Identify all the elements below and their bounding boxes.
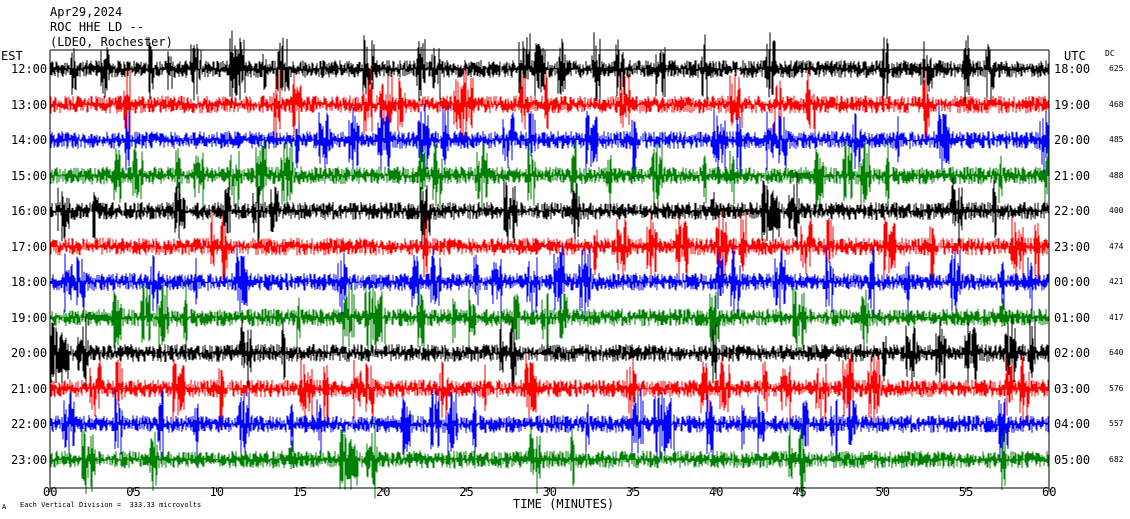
trace-row-2100 [49, 351, 1050, 428]
utc-label: 05:00 [1054, 452, 1091, 467]
x-tick-label: 35 [625, 485, 641, 499]
dc-value: 417 [1109, 312, 1124, 322]
chart-location: (LDEO, Rochester) [50, 35, 173, 49]
x-tick-label: 30 [542, 485, 557, 499]
x-tick-label: 40 [709, 485, 724, 499]
trace-row-1900 [49, 281, 1050, 356]
est-label: 17:00 [11, 239, 48, 254]
x-tick-label: 20 [376, 485, 391, 499]
chart-station: ROC HHE LD -- [50, 20, 144, 34]
trace-row-2000 [49, 314, 1050, 392]
trace-row-1700 [49, 210, 1050, 286]
est-label: 16:00 [11, 204, 48, 218]
dc-value: 576 [1109, 383, 1124, 393]
dc-value: 474 [1109, 241, 1124, 251]
est-label: 22:00 [11, 417, 48, 431]
utc-label: 18:00 [1054, 62, 1091, 76]
dc-value: 421 [1109, 277, 1124, 286]
trace-row-1800 [49, 245, 1050, 321]
utc-label: 23:00 [1054, 239, 1091, 254]
utc-label: 01:00 [1054, 310, 1091, 325]
utc-label: 04:00 [1054, 417, 1091, 431]
est-label: 21:00 [11, 381, 48, 396]
utc-label: 00:00 [1054, 275, 1091, 289]
est-label: 23:00 [11, 452, 48, 467]
dc-value: 557 [1109, 419, 1124, 428]
utc-label: 03:00 [1054, 381, 1091, 396]
seismic-traces [49, 30, 1050, 499]
chart-date: Apr29,2024 [50, 5, 123, 19]
dc-value: 488 [1109, 170, 1124, 180]
est-label: 13:00 [11, 97, 48, 112]
trace-row-2200 [49, 387, 1050, 463]
dc-value: 400 [1109, 206, 1124, 215]
left-axis-zone-label: EST [1, 49, 23, 63]
x-tick-label: 45 [792, 485, 807, 499]
est-label: 14:00 [11, 133, 48, 147]
utc-label: 19:00 [1054, 97, 1091, 112]
x-tick-label: 05 [126, 485, 141, 499]
x-tick-label: 25 [459, 485, 474, 499]
x-tick-label: 15 [292, 485, 308, 499]
x-axis-ticks [49, 488, 1050, 492]
dc-value: 485 [1109, 135, 1124, 144]
x-tick-label: 60 [1042, 485, 1057, 499]
dc-value: 468 [1109, 99, 1124, 109]
est-label: 18:00 [11, 275, 48, 289]
x-tick-label: 55 [958, 485, 974, 499]
dc-value: 640 [1109, 348, 1124, 357]
utc-label: 02:00 [1054, 346, 1091, 360]
utc-label: 20:00 [1054, 133, 1091, 147]
est-label: 20:00 [11, 346, 48, 360]
x-tick-label: 00 [43, 485, 58, 499]
est-label: 19:00 [11, 310, 48, 325]
x-tick-label: 50 [875, 485, 890, 499]
dc-value: 682 [1109, 454, 1124, 464]
utc-label: 21:00 [1054, 168, 1091, 183]
dc-value: 625 [1109, 64, 1124, 73]
trace-row-1200 [49, 30, 1050, 106]
utc-label: 22:00 [1054, 204, 1091, 218]
dc-column-label: DC [1105, 49, 1115, 58]
x-axis-label: TIME (MINUTES) [513, 497, 615, 511]
est-label: 12:00 [11, 62, 48, 76]
est-label: 15:00 [11, 168, 48, 183]
corner-mark: A [2, 503, 7, 511]
right-axis-zone-label: UTC [1064, 49, 1086, 63]
x-tick-label: 10 [209, 485, 224, 499]
scale-note: Each Vertical Division = 333.33 microvol… [20, 501, 202, 509]
